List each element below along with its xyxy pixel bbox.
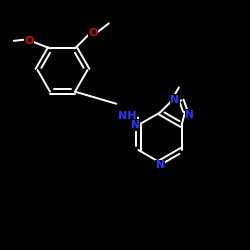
Text: N: N [131,120,140,130]
Text: O: O [24,36,34,46]
Text: N: N [186,110,194,120]
Text: O: O [88,28,98,38]
Text: NH: NH [118,111,137,121]
Text: N: N [170,95,179,105]
Text: N: N [156,160,164,170]
